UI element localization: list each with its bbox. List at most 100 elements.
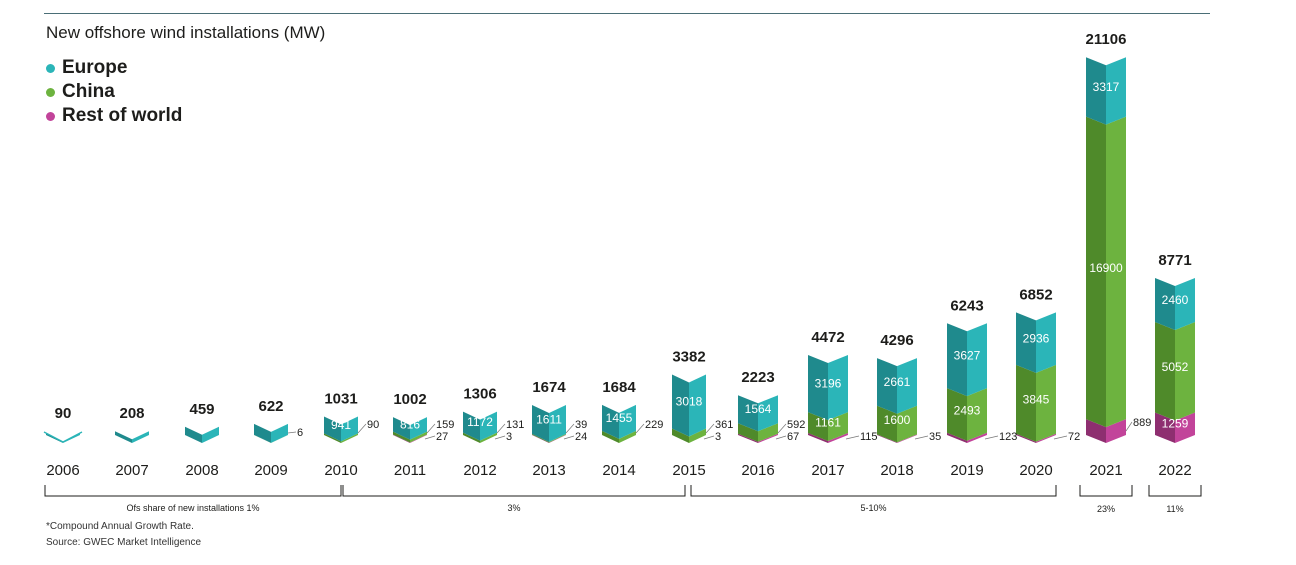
bar-china-right-2011 <box>410 431 427 443</box>
bar-china-right-2022 <box>1175 322 1195 421</box>
data-label-china-2022: 5052 <box>1162 360 1189 374</box>
data-label-europe-2015: 3018 <box>676 394 703 408</box>
legend-label-europe: Europe <box>62 57 128 78</box>
leader-china-2010 <box>357 423 367 434</box>
bar-china-right-2018 <box>897 405 917 443</box>
data-label-row-2019: 123 <box>999 431 1017 443</box>
legend-dot-row <box>46 111 55 121</box>
total-label-2011: 1002 <box>393 391 426 408</box>
total-label-2016: 2223 <box>741 369 774 386</box>
bar-row-left-2011 <box>393 434 410 443</box>
total-label-2018: 4296 <box>880 332 913 349</box>
bar-europe-left-2018 <box>877 358 897 414</box>
leader-china-2015 <box>705 423 715 434</box>
leader-china-2011 <box>426 423 436 434</box>
data-label-china-2011: 159 <box>436 419 454 431</box>
leader-china-2016 <box>777 423 787 434</box>
bar-europe-right-2013 <box>549 405 566 442</box>
total-label-2014: 1684 <box>602 379 636 396</box>
bar-europe-right-2007 <box>132 431 149 443</box>
bar-china-right-2021 <box>1106 116 1126 428</box>
bar-europe-left-2020 <box>1016 312 1036 373</box>
bar-europe-left-2011 <box>393 417 410 440</box>
bar-row-right-2012 <box>480 434 497 443</box>
bar-china-left-2016 <box>738 423 758 442</box>
bar-china-left-2018 <box>877 405 897 443</box>
bar-europe-left-2013 <box>532 405 549 442</box>
bar-europe-right-2010 <box>341 416 358 442</box>
year-label-2010: 2010 <box>324 462 357 479</box>
bar-europe-left-2012 <box>463 411 480 441</box>
bar-europe-left-2015 <box>672 374 689 437</box>
footnote-source: Source: GWEC Market Intelligence <box>46 537 202 548</box>
bar-china-right-2010 <box>341 433 358 443</box>
legend-item-row: Rest of world <box>46 104 182 128</box>
bar-row-left-2016 <box>738 433 758 443</box>
data-label-china-2010: 90 <box>367 419 379 431</box>
bar-china-right-2012 <box>480 432 497 443</box>
legend: Europe China Rest of world <box>46 56 182 128</box>
bar-row-left-2020 <box>1016 433 1036 443</box>
bar-china-left-2012 <box>463 432 480 443</box>
data-label-europe-2010: 941 <box>331 418 351 432</box>
total-label-2019: 6243 <box>950 297 983 314</box>
data-label-china-2018: 1600 <box>884 413 911 427</box>
bar-europe-right-2008 <box>202 426 219 443</box>
bar-europe-right-2016 <box>758 395 778 432</box>
bar-row-right-2017 <box>828 432 848 443</box>
bar-china-right-2009 <box>271 434 288 443</box>
bar-row-right-2018 <box>897 434 917 443</box>
bar-china-left-2015 <box>672 428 689 443</box>
year-label-2007: 2007 <box>115 462 148 479</box>
group-label-2: 5-10% <box>860 503 886 513</box>
bar-europe-right-2021 <box>1106 57 1126 125</box>
data-label-europe-2018: 2661 <box>884 375 911 389</box>
data-label-china-2014: 229 <box>645 419 663 431</box>
bar-europe-right-2019 <box>967 323 987 397</box>
bar-row-right-2021 <box>1106 419 1126 443</box>
year-label-2020: 2020 <box>1019 462 1052 479</box>
data-label-europe-2020: 2936 <box>1023 332 1050 346</box>
total-label-2015: 3382 <box>672 348 705 365</box>
bar-row-left-2015 <box>672 434 689 443</box>
bar-row-left-2018 <box>877 434 897 443</box>
total-label-2017: 4472 <box>811 329 844 346</box>
year-label-2014: 2014 <box>602 462 635 479</box>
data-label-row-2017: 115 <box>860 431 878 443</box>
bar-row-left-2012 <box>463 434 480 443</box>
leader-row-2013 <box>563 435 575 440</box>
bar-china-left-2022 <box>1155 322 1175 421</box>
data-label-row-2013: 24 <box>575 431 587 443</box>
data-label-europe-2022: 2460 <box>1162 293 1189 307</box>
year-label-2009: 2009 <box>254 462 287 479</box>
year-label-2019: 2019 <box>950 462 983 479</box>
bar-row-left-2013 <box>532 434 549 443</box>
data-label-china-2019: 2493 <box>954 403 981 417</box>
total-label-2010: 1031 <box>324 391 357 408</box>
group-label-0: Ofs share of new installations 1% <box>126 503 259 513</box>
total-label-2022: 8771 <box>1158 252 1191 269</box>
total-label-2008: 459 <box>189 401 214 418</box>
bar-europe-left-2016 <box>738 395 758 432</box>
data-label-row-2011: 27 <box>436 431 448 443</box>
year-label-2017: 2017 <box>811 462 844 479</box>
data-label-europe-2014: 1455 <box>606 411 633 425</box>
data-label-europe-2017: 3196 <box>815 377 842 391</box>
legend-dot-china <box>46 87 55 97</box>
year-label-2011: 2011 <box>394 462 426 479</box>
bar-china-left-2011 <box>393 431 410 443</box>
bar-row-right-2019 <box>967 432 987 443</box>
footnote-cagr: *Compound Annual Growth Rate. <box>46 521 194 532</box>
bar-europe-right-2014 <box>619 404 636 439</box>
group-bracket-3 <box>1079 485 1133 497</box>
data-label-europe-2021: 3317 <box>1093 80 1120 94</box>
year-label-2013: 2013 <box>532 462 565 479</box>
group-bracket-0 <box>44 485 342 497</box>
bar-china-right-2020 <box>1036 364 1056 442</box>
data-label-china-2021: 16900 <box>1089 261 1123 275</box>
leader-row-2021 <box>1125 421 1133 432</box>
bar-europe-left-2021 <box>1086 57 1106 125</box>
bar-china-left-2020 <box>1016 364 1036 442</box>
leader-china-2014 <box>635 423 645 434</box>
data-label-row-2012: 3 <box>506 431 512 443</box>
